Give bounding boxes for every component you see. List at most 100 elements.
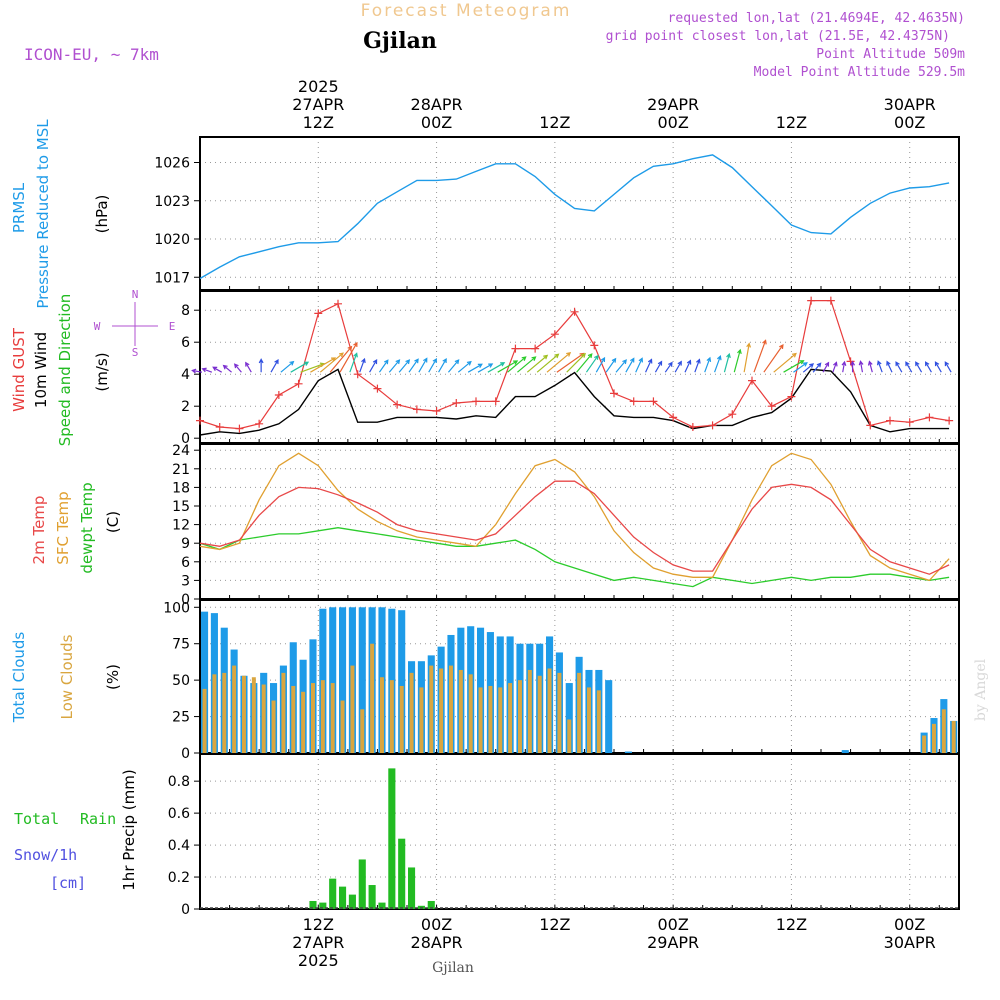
y-tick-label: 0 [181, 592, 190, 608]
rain-bar [398, 838, 406, 909]
gust-marker [294, 379, 303, 388]
gust-marker [590, 341, 599, 350]
low-cloud-bar [409, 672, 414, 753]
time-label: 12Z [539, 915, 570, 934]
low-cloud-bar [310, 683, 315, 753]
wind-arrow [944, 361, 952, 373]
time-label: 00Z [421, 915, 452, 934]
wind-arrow [319, 352, 344, 373]
time-label: 00Z [657, 915, 688, 934]
precip-unit: 1hr Precip (mm) [120, 769, 138, 890]
gust-marker [570, 307, 579, 316]
wind-arrow [743, 342, 752, 373]
wind-arrow [886, 360, 893, 373]
gust-marker [314, 309, 323, 318]
gust-marker [905, 418, 914, 427]
low-cloud-bar [340, 700, 345, 753]
time-label: 2025 [298, 951, 339, 970]
wind-arrow [905, 361, 913, 373]
time-label: 12Z [303, 915, 334, 934]
low-cloud-bar [320, 680, 325, 753]
wind-arrow [714, 355, 722, 373]
pressure-line [199, 154, 950, 280]
dewpoint-line [199, 527, 950, 588]
gust-marker [807, 296, 816, 305]
wind-arrow [850, 360, 856, 373]
y-tick-label: 15 [172, 499, 190, 515]
wind-arrow [694, 358, 701, 373]
wind-arrow [566, 352, 586, 373]
wind-arrow [201, 367, 213, 373]
y-tick-label: 12 [172, 518, 190, 534]
rain-bar [348, 894, 356, 909]
wind-arrow [664, 361, 673, 373]
gust-marker [550, 330, 559, 339]
temp-labels: 2m Temp SFC Temp dewpt Temp (C) [30, 482, 122, 573]
time-label: 30APR [884, 933, 936, 952]
rain-bar [309, 901, 317, 909]
wind-arrow [773, 352, 797, 373]
low-cloud-bar [291, 685, 296, 753]
compass-e: E [169, 320, 176, 333]
footer-location: Gjilan [432, 960, 474, 976]
wind-arrow [576, 353, 593, 373]
low-cloud-bar [232, 665, 237, 753]
gust-marker [353, 370, 362, 379]
total-cloud-bar [841, 750, 849, 753]
wind-arrow [832, 361, 838, 373]
wind-arrow [507, 356, 527, 373]
compass-s: S [132, 346, 139, 359]
wind-arrow [645, 358, 653, 373]
panel-frame [199, 753, 960, 910]
time-label: 12Z [539, 113, 570, 132]
wind-arrow [245, 361, 252, 373]
low-cloud-bar [951, 720, 956, 753]
rain-bar [339, 886, 347, 909]
time-label: 27APR [292, 933, 344, 952]
gust-marker [866, 421, 875, 430]
time-label: 28APR [411, 95, 463, 114]
low-cloud-bar [350, 665, 355, 753]
low-cloud-bar [261, 684, 266, 753]
gust-marker [846, 357, 855, 366]
low-cloud-bar [251, 677, 256, 753]
wind-arrow [546, 351, 572, 373]
compass-n: N [132, 288, 139, 301]
wind-arrow [408, 358, 419, 373]
time-label: 12Z [776, 915, 807, 934]
wind-gust-label: Wind GUST [10, 327, 28, 412]
chart-title: Forecast Meteogram [361, 1, 572, 21]
total-cloud-bar [329, 607, 337, 753]
wind-arrow [438, 357, 447, 373]
time-label: 2025 [298, 77, 339, 96]
low-cloud-bar [271, 700, 276, 753]
low-cloud-bar [301, 691, 306, 753]
compass-icon: N S W E [94, 288, 176, 359]
rain-bar [319, 902, 327, 909]
low-cloud-bar [922, 735, 927, 753]
gust-marker [688, 423, 697, 431]
prmsl-label: PRMSL [10, 182, 28, 233]
y-tick-label: 18 [172, 480, 190, 496]
total-cloud-bar [398, 610, 406, 753]
low-cloud-bar [508, 683, 513, 753]
low-cloud-bar [517, 680, 522, 753]
cloud-panel: 0 25 50 75 100 [163, 599, 960, 762]
y-tick-label: 0 [181, 431, 190, 447]
gust-marker [649, 397, 658, 406]
y-tick-label: 0.8 [168, 774, 190, 790]
wind-arrow [654, 360, 663, 373]
wind-arrow [487, 362, 506, 373]
low-cloud-bar [488, 685, 493, 753]
gust-marker [491, 397, 500, 406]
y-tick-label: 4 [181, 367, 190, 383]
low-cloud-bar [439, 668, 444, 753]
wind-arrow [329, 345, 353, 373]
model-label: ICON-EU, ~ 7km [24, 45, 159, 64]
pressure-labels: PRMSL Pressure Reduced to MSL (hPa) [10, 119, 111, 309]
low-cloud-bar [370, 643, 375, 753]
wind-arrow [585, 354, 599, 373]
wind-arrow [388, 359, 401, 373]
y-tick-label: 100 [163, 600, 190, 616]
